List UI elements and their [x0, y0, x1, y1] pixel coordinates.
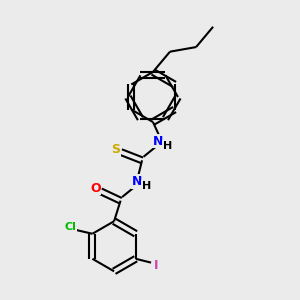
- Text: N: N: [153, 135, 164, 148]
- Text: O: O: [90, 182, 101, 195]
- Text: S: S: [111, 143, 120, 156]
- Text: H: H: [142, 181, 151, 191]
- Text: H: H: [163, 141, 172, 151]
- Text: Cl: Cl: [65, 222, 77, 232]
- Text: N: N: [132, 175, 142, 188]
- Text: I: I: [154, 259, 159, 272]
